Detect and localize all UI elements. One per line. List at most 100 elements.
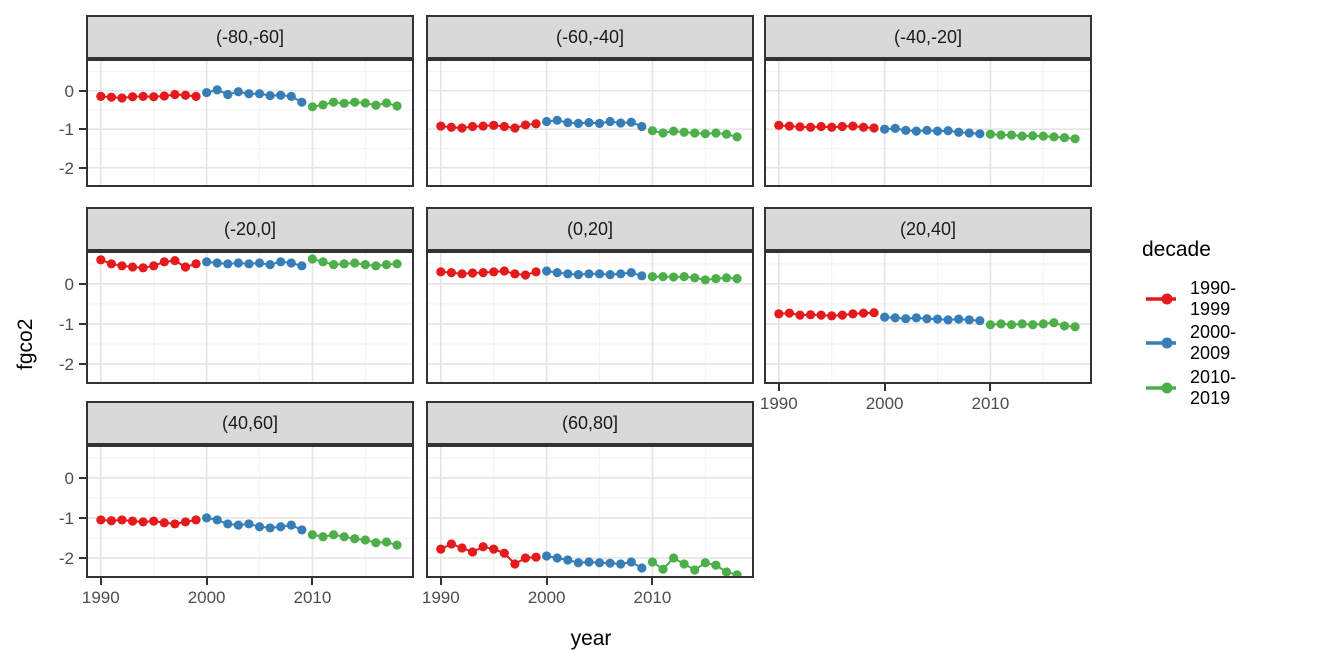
facet-panel: [426, 251, 754, 384]
x-axis-title: year: [570, 627, 612, 650]
series-2000-2009: [880, 312, 985, 326]
facet-strip-label: (20,40]: [899, 218, 957, 239]
y-tick-label: -1: [58, 508, 74, 528]
y-tick-mark: [79, 282, 86, 285]
facet-strip: (20,40]: [764, 207, 1092, 251]
y-tick-label: -2: [58, 354, 74, 374]
y-tick-label: -1: [58, 120, 74, 140]
y-tick-label: -1: [58, 314, 74, 334]
panel-border: [764, 59, 1092, 187]
series-1990-1999: [774, 308, 879, 321]
series-2010-2019: [647, 272, 742, 285]
facet-strip: (0,20]: [426, 207, 754, 251]
y-tick-mark: [79, 476, 86, 479]
y-tick-label: 0: [64, 81, 74, 101]
series-1990-1999: [436, 266, 541, 280]
legend-item-label: 1990-1999: [1190, 278, 1237, 319]
series-1990-1999: [96, 255, 201, 273]
facet-strip-label: (-60,-40]: [555, 26, 625, 47]
series-1990-1999: [96, 89, 201, 103]
legend-key-icon: [1146, 382, 1177, 394]
x-tick-mark: [439, 578, 442, 585]
x-tick-mark: [311, 578, 314, 585]
x-tick-label: 2000: [187, 588, 226, 607]
panel-border: [86, 59, 414, 187]
x-tick-label: 1990: [81, 588, 120, 607]
facet-panel: [764, 59, 1092, 187]
legend-item: 2010-2019: [1144, 367, 1250, 408]
series-2000-2009: [542, 115, 647, 132]
y-tick-mark: [79, 322, 86, 325]
legend-item-label: 2010-2019: [1190, 367, 1237, 408]
series-2010-2019: [307, 530, 402, 550]
x-tick-mark: [883, 384, 886, 391]
x-tick-mark: [545, 578, 548, 585]
y-tick-mark: [79, 128, 86, 131]
panel-border: [426, 59, 754, 187]
series-2010-2019: [647, 553, 742, 578]
x-tick-label: 2010: [633, 588, 672, 607]
series-2010-2019: [647, 126, 742, 142]
y-tick-mark: [79, 516, 86, 519]
facet-panel: [86, 59, 414, 187]
x-tick-label: 2000: [865, 394, 904, 413]
facet-strip: (60,80]: [426, 401, 754, 445]
y-tick-label: -2: [58, 548, 74, 568]
y-tick-mark: [79, 166, 86, 169]
x-tick-mark: [651, 578, 654, 585]
series-2010-2019: [985, 129, 1080, 144]
series-2000-2009: [202, 257, 307, 271]
facet-strip-label: (40,60]: [221, 412, 279, 433]
facet-strip-label: (-80,-60]: [215, 26, 285, 47]
facet-strip-label: (60,80]: [561, 412, 619, 433]
legend-key-icon: [1146, 293, 1177, 305]
facet-strip: (-20,0]: [86, 207, 414, 251]
x-tick-label: 2000: [527, 588, 566, 607]
facet-panel: [86, 445, 414, 578]
series-2010-2019: [307, 254, 402, 271]
legend-title: decade: [1142, 238, 1211, 261]
panel-border: [86, 445, 414, 578]
legend-item: 2000-2009: [1144, 322, 1250, 363]
facet-panel: [426, 59, 754, 187]
panel-border: [426, 251, 754, 384]
legend-key-icon: [1146, 337, 1177, 349]
series-2000-2009: [202, 85, 307, 107]
x-tick-mark: [205, 578, 208, 585]
x-tick-label: 1990: [421, 588, 460, 607]
facet-panel: [764, 251, 1092, 384]
y-axis-title: fgco2: [14, 318, 37, 370]
series-2000-2009: [202, 513, 307, 535]
x-tick-mark: [989, 384, 992, 391]
series-1990-1999: [436, 119, 541, 133]
legend-item-label: 2000-2009: [1190, 322, 1237, 363]
x-tick-mark: [99, 578, 102, 585]
panel-border: [426, 445, 754, 578]
x-tick-label: 2010: [971, 394, 1010, 413]
x-tick-mark: [777, 384, 780, 391]
y-tick-mark: [79, 362, 86, 365]
y-tick-mark: [79, 89, 86, 92]
series-1990-1999: [96, 515, 201, 529]
series-2010-2019: [307, 97, 402, 112]
facet-panel: [426, 445, 754, 578]
facet-strip-label: (0,20]: [566, 218, 614, 239]
y-tick-label: 0: [64, 468, 74, 488]
panel-border: [86, 251, 414, 384]
facet-strip: (-80,-60]: [86, 15, 414, 59]
x-tick-label: 1990: [759, 394, 798, 413]
facet-strip: (40,60]: [86, 401, 414, 445]
facet-strip-label: (-20,0]: [223, 218, 277, 239]
facet-strip: (-40,-20]: [764, 15, 1092, 59]
y-tick-label: -2: [58, 158, 74, 178]
legend-item: 1990-1999: [1144, 278, 1250, 319]
facet-panel: [86, 251, 414, 384]
x-tick-label: 2010: [293, 588, 332, 607]
facet-strip: (-60,-40]: [426, 15, 754, 59]
panel-border: [764, 251, 1092, 384]
series-2000-2009: [542, 266, 647, 281]
series-2000-2009: [542, 551, 647, 573]
series-1990-1999: [436, 539, 541, 569]
series-2010-2019: [985, 318, 1080, 332]
series-2000-2009: [880, 123, 985, 139]
